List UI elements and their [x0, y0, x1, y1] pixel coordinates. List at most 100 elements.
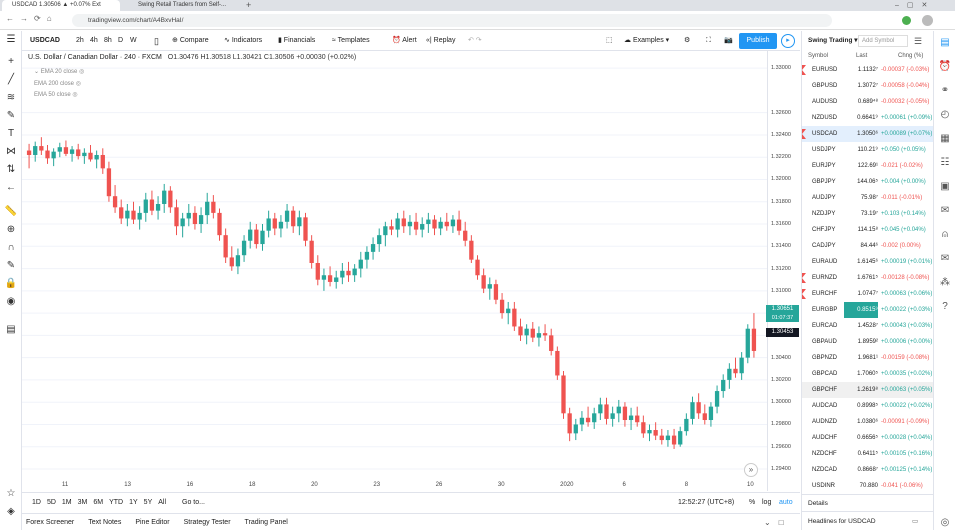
watchlist-row[interactable]: AUDCHF 0.6656⁵ +0.00028 (+0.04%)	[802, 430, 934, 446]
candle-body[interactable]	[647, 430, 652, 434]
candle-body[interactable]	[155, 203, 161, 211]
chart-pane[interactable]: U.S. Dollar / Canadian Dollar · 240 · FX…	[22, 51, 767, 491]
candle-body[interactable]	[401, 218, 406, 227]
candle-body[interactable]	[198, 215, 204, 225]
interval-d[interactable]: D	[118, 37, 124, 44]
candle-body[interactable]	[51, 151, 56, 159]
candle-body[interactable]	[493, 284, 499, 300]
candle-body[interactable]	[186, 212, 191, 219]
candle-body[interactable]	[106, 168, 112, 197]
range-ytd[interactable]: YTD	[109, 499, 124, 506]
streams-icon[interactable]: ▣	[940, 181, 950, 192]
candle-body[interactable]	[131, 210, 136, 220]
candle-body[interactable]	[653, 430, 658, 436]
interval-2h[interactable]: 2h	[76, 37, 84, 44]
candle-body[interactable]	[180, 218, 185, 227]
ruler-icon[interactable]: 📏	[4, 206, 18, 217]
candle-body[interactable]	[506, 308, 511, 314]
candle-body[interactable]	[364, 251, 370, 260]
candle-body[interactable]	[272, 218, 277, 229]
watchlist-row[interactable]: EURCHF 1.0747⁷ +0.00063 (+0.06%)	[802, 286, 934, 302]
candle-body[interactable]	[346, 270, 351, 276]
candle-body[interactable]	[733, 368, 738, 374]
scroll-to-realtime-button[interactable]: »	[744, 463, 758, 477]
hotlist-icon[interactable]: ◴	[940, 109, 950, 120]
watchlist-row[interactable]: GBPCAD 1.7060⁵ +0.00035 (+0.02%)	[802, 366, 934, 382]
candle-body[interactable]	[327, 275, 333, 282]
panel-tab-strategy-tester[interactable]: Strategy Tester	[183, 519, 231, 526]
alerts-icon[interactable]: ⏰	[938, 61, 952, 72]
candle-body[interactable]	[671, 435, 677, 445]
header-chng[interactable]: Chng (%)	[898, 53, 924, 59]
menu-icon[interactable]: ☰	[6, 34, 16, 45]
candle-body[interactable]	[229, 257, 234, 267]
header-symbol[interactable]: Symbol	[808, 53, 829, 59]
percent-toggle[interactable]: %	[749, 499, 756, 506]
candle-body[interactable]	[69, 149, 75, 154]
watchlist-row[interactable]: CHFJPY 114.15⁸ +0.045 (+0.04%)	[802, 222, 934, 238]
financials-button[interactable]: ▮ Financials	[278, 37, 316, 44]
candle-body[interactable]	[119, 207, 124, 219]
prediction-icon[interactable]: ⇅	[6, 164, 16, 175]
candlestick-chart[interactable]	[22, 51, 767, 479]
watchlist-row[interactable]: NZDCHF 0.6411⁵ +0.00105 (+0.16%)	[802, 446, 934, 462]
candle-body[interactable]	[223, 235, 228, 258]
watchlist-row[interactable]: EURCAD 1.4528⁷ +0.00043 (+0.03%)	[802, 318, 934, 334]
candle-body[interactable]	[125, 210, 130, 219]
candle-body[interactable]	[192, 212, 198, 225]
calendar-icon[interactable]: ▦	[940, 133, 950, 144]
text-icon[interactable]: T	[7, 128, 15, 139]
range-1m[interactable]: 1M	[61, 499, 72, 506]
candle-body[interactable]	[456, 219, 462, 231]
candle-body[interactable]	[413, 221, 419, 230]
candle-body[interactable]	[217, 212, 222, 236]
watchlist-title[interactable]: Swing Trading ▾	[808, 37, 858, 44]
range-1d[interactable]: 1D	[32, 499, 41, 506]
candle-body[interactable]	[94, 154, 99, 160]
watchlist-menu-icon[interactable]: ☰	[914, 36, 923, 46]
candle-body[interactable]	[585, 417, 591, 423]
candle-body[interactable]	[450, 219, 456, 227]
candle-body[interactable]	[174, 207, 179, 227]
range-1y[interactable]: 1Y	[129, 499, 138, 506]
flag-icon[interactable]	[802, 65, 806, 75]
candle-body[interactable]	[358, 259, 363, 269]
indicators-button[interactable]: ∿ Indicators	[224, 37, 263, 44]
candle-body[interactable]	[57, 147, 62, 152]
watchlist-icon[interactable]: ▤	[940, 37, 950, 48]
candle-body[interactable]	[100, 154, 105, 169]
watchlist-row[interactable]: USDCAD 1.3050⁶ +0.00089 (+0.07%)	[802, 126, 934, 142]
candle-body[interactable]	[678, 431, 683, 445]
candle-body[interactable]	[321, 275, 327, 280]
candle-body[interactable]	[88, 152, 93, 160]
candle-body[interactable]	[352, 268, 357, 276]
watchlist-row[interactable]: GBPAUD 1.8959² +0.00006 (+0.00%)	[802, 334, 934, 350]
auto-toggle[interactable]: auto	[779, 499, 793, 506]
trendline-icon[interactable]: ╱	[7, 74, 15, 85]
data-window-icon[interactable]: ⚭	[940, 85, 950, 96]
candle-body[interactable]	[481, 275, 486, 289]
candle-body[interactable]	[168, 190, 173, 208]
watchlist-row[interactable]: AUDCAD 0.8998⁵ +0.00022 (+0.02%)	[802, 398, 934, 414]
eye-icon[interactable]: ◎	[75, 81, 81, 87]
replay-button[interactable]: «| Replay	[426, 37, 456, 44]
interval-w[interactable]: W	[130, 37, 137, 44]
clock[interactable]: 12:52:27 (UTC+8)	[678, 499, 735, 506]
object-tree-icon[interactable]: ◈	[7, 506, 15, 517]
candle-body[interactable]	[536, 333, 542, 338]
candle-body[interactable]	[112, 196, 118, 208]
lock-icon[interactable]: 🔒	[4, 278, 18, 289]
candle-body[interactable]	[370, 244, 376, 252]
range-6m[interactable]: 6M	[93, 499, 104, 506]
range-3m[interactable]: 3M	[77, 499, 88, 506]
eye-icon[interactable]: ◉	[6, 296, 16, 307]
watchlist-row[interactable]: EURAUD 1.6145⁶ +0.00019 (+0.01%)	[802, 254, 934, 270]
candle-body[interactable]	[45, 150, 50, 159]
candle-body[interactable]	[604, 404, 609, 419]
brush-icon[interactable]: ✎	[6, 110, 16, 121]
avatar[interactable]	[922, 15, 933, 26]
compare-button[interactable]: ⊕ Compare	[172, 37, 209, 44]
dom-icon[interactable]: ⁂	[940, 277, 950, 288]
candle-body[interactable]	[340, 270, 345, 278]
details-section[interactable]: Details	[802, 494, 934, 511]
